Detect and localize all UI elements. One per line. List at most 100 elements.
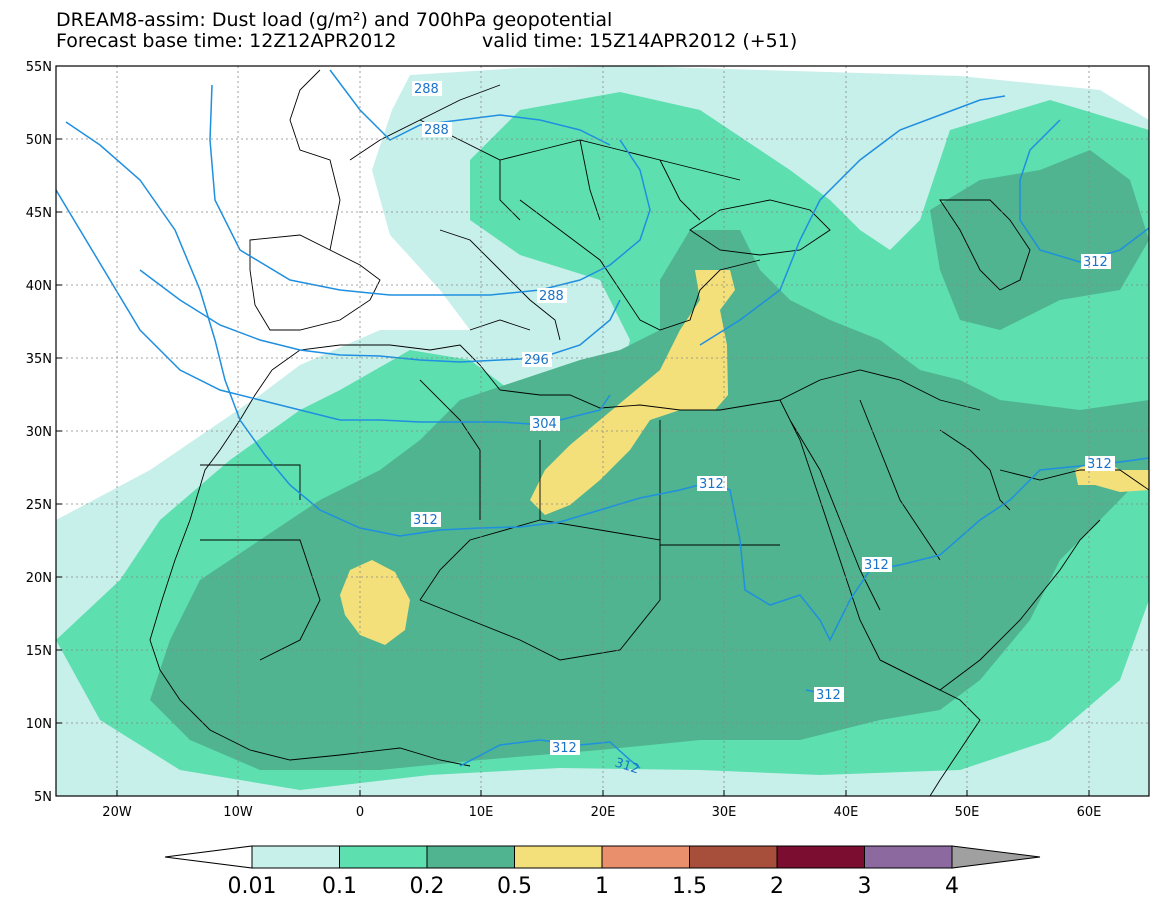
colorbar-label-6: 2 bbox=[770, 874, 784, 899]
colorbar-label-2: 0.2 bbox=[410, 874, 445, 899]
colorbar-labels: 0.01 0.1 0.2 0.5 1 1.5 2 3 4 bbox=[228, 874, 959, 899]
axis-ticks bbox=[56, 65, 1090, 797]
isolabel-group-4: 296 bbox=[522, 352, 552, 368]
border-sahel bbox=[200, 539, 661, 661]
coast-east-africa bbox=[879, 659, 981, 796]
isolabel-11: 312 bbox=[552, 741, 577, 756]
lat-label-30n: 30N bbox=[26, 425, 52, 440]
colorbar-bin-1 bbox=[601, 845, 690, 869]
isoline-288-b bbox=[329, 69, 611, 146]
coastlines bbox=[149, 69, 1149, 796]
colorbar-label-4: 1 bbox=[595, 874, 609, 899]
coast-balkans-greece bbox=[519, 199, 761, 331]
coast-mediterranean-africa bbox=[271, 344, 781, 411]
isolabel-6: 312 bbox=[413, 513, 438, 528]
lat-label-20n: 20N bbox=[26, 571, 52, 586]
lat-label-25n: 25N bbox=[26, 498, 52, 513]
isolabel-group-9: 312 bbox=[1085, 456, 1115, 472]
isolabel-group-12: 312 bbox=[814, 687, 844, 703]
lon-label-20e: 20E bbox=[591, 805, 616, 820]
isolabel-group-3: 288 bbox=[537, 288, 567, 304]
isolabel-group-8: 312 bbox=[862, 557, 892, 573]
border-middle-east bbox=[779, 369, 981, 561]
isolabel-7: 312 bbox=[699, 477, 724, 492]
lat-label-50n: 50N bbox=[26, 133, 52, 148]
isolabel-group-10: 312 bbox=[1081, 254, 1111, 270]
coast-west-africa bbox=[149, 369, 471, 767]
lon-label-20w: 20W bbox=[102, 805, 132, 820]
latitude-labels: 55N 50N 45N 40N 35N 30N 25N 20N 15N 10N … bbox=[26, 60, 52, 805]
colorbar-bin-02 bbox=[426, 845, 515, 869]
lon-label-10w: 10W bbox=[223, 805, 253, 820]
valid-time: valid time: 15Z14APR2012 (+51) bbox=[482, 30, 798, 52]
coast-caspian bbox=[939, 199, 1031, 291]
lon-label-10e: 10E bbox=[469, 805, 494, 820]
chart-title: DREAM8-assim: Dust load (g/m²) and 700hP… bbox=[56, 9, 613, 31]
colorbar-label-1: 0.1 bbox=[322, 874, 357, 899]
lon-label-40e: 40E bbox=[834, 805, 859, 820]
isolabel-12: 312 bbox=[816, 688, 841, 703]
lat-label-45n: 45N bbox=[26, 206, 52, 221]
geopotential-isolines bbox=[56, 69, 1149, 769]
isoline-296 bbox=[139, 269, 621, 363]
isolabel-13: 312 bbox=[613, 756, 641, 778]
colorbar-right-triangle bbox=[951, 845, 1041, 869]
isolabel-group-2: 288 bbox=[422, 122, 452, 138]
chart-subtitle: Forecast base time: 12Z12APR2012 valid ti… bbox=[56, 30, 797, 52]
lon-label-30e: 30E bbox=[712, 805, 737, 820]
lat-label-40n: 40N bbox=[26, 279, 52, 294]
lat-label-55n: 55N bbox=[26, 60, 52, 75]
isoline-288-a bbox=[209, 84, 651, 296]
coast-red-sea bbox=[779, 399, 881, 661]
isolabel-8: 312 bbox=[864, 558, 889, 573]
lon-label-0: 0 bbox=[356, 805, 364, 820]
dust-level-05-libya bbox=[530, 270, 735, 515]
colorbar-label-7: 3 bbox=[858, 874, 872, 899]
border-north-africa bbox=[200, 379, 780, 601]
coast-iberia bbox=[249, 234, 381, 331]
isolabel-group-7: 312 bbox=[697, 476, 727, 492]
lat-label-15n: 15N bbox=[26, 644, 52, 659]
colorbar-label-8: 4 bbox=[945, 874, 959, 899]
lon-label-50e: 50E bbox=[955, 805, 980, 820]
dust-level-02 bbox=[150, 230, 1149, 770]
isolabel-group-5: 304 bbox=[530, 416, 560, 432]
isolabel-10: 312 bbox=[1083, 255, 1108, 270]
coast-persian-gulf bbox=[939, 429, 1011, 511]
colorbar-label-3: 0.5 bbox=[497, 874, 532, 899]
isolabel-group-1: 288 bbox=[412, 81, 442, 97]
isolabel-5: 304 bbox=[532, 417, 557, 432]
isolabel-9: 312 bbox=[1087, 457, 1112, 472]
isolabel-4: 296 bbox=[524, 353, 549, 368]
colorbar-bin-05 bbox=[514, 845, 603, 869]
dust-level-02-caspian bbox=[930, 150, 1149, 330]
isoline-e2 bbox=[1019, 119, 1149, 263]
isolabel-1: 288 bbox=[414, 82, 439, 97]
graticule bbox=[56, 66, 1149, 796]
isolabel-2: 288 bbox=[424, 123, 449, 138]
lon-label-60e: 60E bbox=[1077, 805, 1102, 820]
colorbar-bin-01 bbox=[339, 845, 428, 869]
colorbar-bin-15 bbox=[689, 845, 778, 869]
longitude-labels: 20W 10W 0 10E 20E 30E 40E 50E 60E bbox=[102, 805, 1101, 820]
colorbar-bin-3 bbox=[864, 845, 953, 869]
isolabel-3: 288 bbox=[539, 289, 564, 304]
isolabel-group-6: 312 bbox=[411, 512, 441, 528]
base-time: Forecast base time: 12Z12APR2012 bbox=[56, 30, 397, 52]
colorbar bbox=[164, 845, 1041, 869]
colorbar-bin-2 bbox=[776, 845, 865, 869]
isoline-labels: 288 288 288 296 304 312 312 312 312 312 … bbox=[411, 81, 1115, 777]
colorbar-bin-001 bbox=[251, 845, 340, 869]
isolabel-group-11: 312 bbox=[550, 740, 580, 756]
colorbar-left-triangle bbox=[164, 845, 253, 869]
lat-label-5n: 5N bbox=[34, 790, 52, 805]
border-europe bbox=[419, 119, 741, 221]
isoline-w1 bbox=[65, 121, 1149, 642]
coast-italy bbox=[439, 229, 561, 341]
coast-black-sea bbox=[689, 199, 831, 256]
dust-level-05-sahel bbox=[340, 560, 410, 645]
colorbar-label-5: 1.5 bbox=[672, 874, 707, 899]
lat-label-10n: 10N bbox=[26, 717, 52, 732]
colorbar-label-0: 0.01 bbox=[228, 874, 277, 899]
